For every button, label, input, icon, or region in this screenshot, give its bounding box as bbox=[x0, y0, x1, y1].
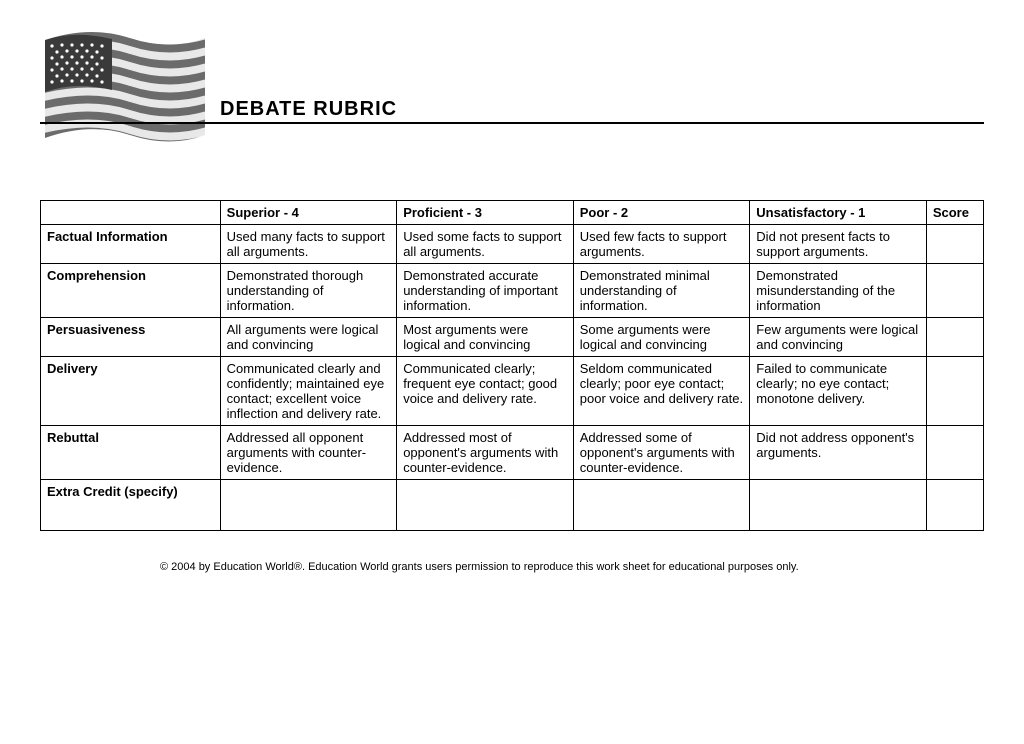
col-poor: Poor - 2 bbox=[573, 201, 750, 225]
row-factual: Factual Information Used many facts to s… bbox=[41, 225, 984, 264]
cell: Communicated clearly; frequent eye conta… bbox=[397, 357, 574, 426]
cell: Most arguments were logical and convinci… bbox=[397, 318, 574, 357]
score-cell bbox=[926, 225, 983, 264]
score-cell bbox=[926, 480, 983, 531]
cell bbox=[397, 480, 574, 531]
cell: Used few facts to support arguments. bbox=[573, 225, 750, 264]
score-cell bbox=[926, 426, 983, 480]
horizontal-rule bbox=[40, 122, 984, 124]
cell: Seldom communicated clearly; poor eye co… bbox=[573, 357, 750, 426]
cell: Used many facts to support all arguments… bbox=[220, 225, 397, 264]
cell bbox=[750, 480, 927, 531]
footer-copyright: © 2004 by Education World®. Education Wo… bbox=[40, 561, 984, 573]
cell: Addressed most of opponent's arguments w… bbox=[397, 426, 574, 480]
cell bbox=[573, 480, 750, 531]
row-comprehension: Comprehension Demonstrated thorough unde… bbox=[41, 264, 984, 318]
col-blank bbox=[41, 201, 221, 225]
rubric-table: Superior - 4 Proficient - 3 Poor - 2 Uns… bbox=[40, 200, 984, 531]
flag-icon bbox=[40, 20, 210, 150]
cell: Demonstrated thorough understanding of i… bbox=[220, 264, 397, 318]
col-score: Score bbox=[926, 201, 983, 225]
cell: Few arguments were logical and convincin… bbox=[750, 318, 927, 357]
row-rebuttal: Rebuttal Addressed all opponent argument… bbox=[41, 426, 984, 480]
table-header-row: Superior - 4 Proficient - 3 Poor - 2 Uns… bbox=[41, 201, 984, 225]
cell: Did not address opponent's arguments. bbox=[750, 426, 927, 480]
col-unsatisfactory: Unsatisfactory - 1 bbox=[750, 201, 927, 225]
cell: Addressed all opponent arguments with co… bbox=[220, 426, 397, 480]
cell: Demonstrated misunderstanding of the inf… bbox=[750, 264, 927, 318]
cell: Demonstrated accurate understanding of i… bbox=[397, 264, 574, 318]
row-extra-credit: Extra Credit (specify) bbox=[41, 480, 984, 531]
col-proficient: Proficient - 3 bbox=[397, 201, 574, 225]
row-persuasiveness: Persuasiveness All arguments were logica… bbox=[41, 318, 984, 357]
cell: Used some facts to support all arguments… bbox=[397, 225, 574, 264]
row-label: Extra Credit (specify) bbox=[41, 480, 221, 531]
score-cell bbox=[926, 318, 983, 357]
cell: Did not present facts to support argumen… bbox=[750, 225, 927, 264]
row-label: Rebuttal bbox=[41, 426, 221, 480]
header: DEBATE RUBRIC bbox=[40, 20, 984, 160]
cell: Failed to communicate clearly; no eye co… bbox=[750, 357, 927, 426]
cell: Demonstrated minimal understanding of in… bbox=[573, 264, 750, 318]
score-cell bbox=[926, 264, 983, 318]
cell bbox=[220, 480, 397, 531]
cell: Communicated clearly and confidently; ma… bbox=[220, 357, 397, 426]
page-title: DEBATE RUBRIC bbox=[220, 98, 397, 121]
row-label: Persuasiveness bbox=[41, 318, 221, 357]
row-label: Factual Information bbox=[41, 225, 221, 264]
row-label: Delivery bbox=[41, 357, 221, 426]
row-delivery: Delivery Communicated clearly and confid… bbox=[41, 357, 984, 426]
col-superior: Superior - 4 bbox=[220, 201, 397, 225]
cell: Addressed some of opponent's arguments w… bbox=[573, 426, 750, 480]
row-label: Comprehension bbox=[41, 264, 221, 318]
score-cell bbox=[926, 357, 983, 426]
cell: All arguments were logical and convincin… bbox=[220, 318, 397, 357]
cell: Some arguments were logical and convinci… bbox=[573, 318, 750, 357]
